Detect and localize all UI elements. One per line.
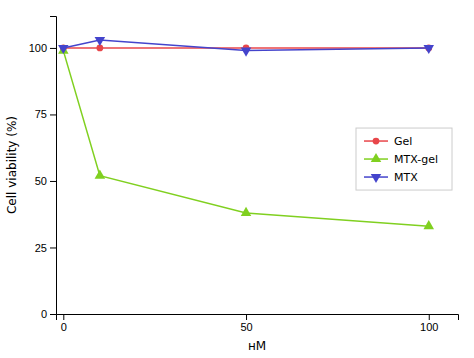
legend-marker xyxy=(373,138,380,145)
axis-line xyxy=(50,17,57,315)
point xyxy=(241,207,252,216)
tick-mark xyxy=(429,314,430,320)
point xyxy=(58,45,69,54)
plot: 0 50 100 0 25 50 75 100 нM Cell viability (%) Gel M… xyxy=(5,17,459,354)
y-axis-title: Cell viability (%) xyxy=(5,116,19,214)
tick: 100 xyxy=(420,314,438,333)
legend-label: MTX-gel xyxy=(394,153,438,166)
tick: 50 xyxy=(240,314,252,333)
tick-label: 75 xyxy=(35,108,47,120)
tick: 0 xyxy=(61,314,67,333)
legend-box xyxy=(356,128,452,190)
tick: 25 xyxy=(35,242,56,254)
point xyxy=(423,220,434,229)
tick-label: 100 xyxy=(420,321,438,333)
tick-label: 25 xyxy=(35,242,47,254)
legend-item: MTX xyxy=(364,171,418,184)
tick-mark xyxy=(50,48,56,49)
axis-line xyxy=(57,315,459,321)
tick-mark xyxy=(246,314,247,320)
tick-label: 50 xyxy=(35,175,47,187)
tick-label: 50 xyxy=(240,321,252,333)
series-line xyxy=(63,51,428,227)
tick: 50 xyxy=(35,175,56,187)
tick-label: 0 xyxy=(41,308,47,320)
point xyxy=(95,37,106,46)
x-axis-title: нM xyxy=(248,339,266,353)
legend-marker xyxy=(371,174,382,183)
point xyxy=(241,48,252,57)
tick-mark xyxy=(63,314,64,320)
legend-item: Gel xyxy=(364,135,412,148)
legend: Gel MTX-gel MTX xyxy=(356,128,452,190)
point xyxy=(95,170,106,179)
tick-label: 0 xyxy=(61,321,67,333)
tick: 100 xyxy=(29,42,56,54)
legend-label: Gel xyxy=(394,135,412,148)
tick-label: 100 xyxy=(29,42,47,54)
tick-mark xyxy=(50,114,56,115)
y-axis: 0 25 50 75 100 xyxy=(29,17,57,321)
tick-mark xyxy=(50,314,56,315)
x-axis: 0 50 100 xyxy=(57,314,459,333)
point xyxy=(423,45,434,54)
point xyxy=(58,45,69,54)
chart: 0 50 100 0 25 50 75 100 нM Cell viability (%) Gel M… xyxy=(0,0,474,358)
tick: 75 xyxy=(35,108,56,120)
legend-marker xyxy=(371,153,382,162)
legend-item: MTX-gel xyxy=(364,153,438,166)
tick-mark xyxy=(50,181,56,182)
tick: 0 xyxy=(41,308,56,320)
legend-label: MTX xyxy=(394,171,418,184)
tick-mark xyxy=(50,247,56,248)
